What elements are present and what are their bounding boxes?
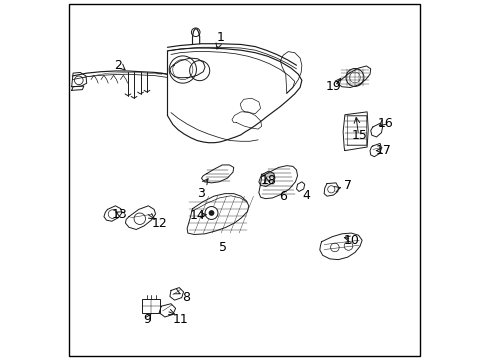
Circle shape [208,210,214,216]
Polygon shape [369,143,381,157]
Text: 12: 12 [151,217,167,230]
Text: 17: 17 [375,144,391,157]
Polygon shape [104,206,122,221]
Polygon shape [370,123,382,137]
Text: 7: 7 [343,179,351,192]
Text: 18: 18 [261,174,276,187]
Text: 19: 19 [325,80,341,93]
Polygon shape [296,182,304,192]
Polygon shape [159,304,175,317]
Text: 16: 16 [376,117,392,130]
Text: 3: 3 [197,187,204,200]
Polygon shape [319,233,362,260]
Text: 15: 15 [351,129,367,142]
Polygon shape [72,72,86,87]
Text: 6: 6 [279,190,286,203]
Text: 2: 2 [114,59,122,72]
Polygon shape [169,288,183,300]
Text: 10: 10 [344,234,359,247]
Polygon shape [258,171,274,186]
Polygon shape [72,86,83,90]
Circle shape [204,207,218,220]
Text: 4: 4 [302,189,309,202]
FancyBboxPatch shape [142,299,160,314]
Polygon shape [343,112,367,150]
Text: 1: 1 [216,31,224,45]
Polygon shape [258,166,297,199]
Text: 14: 14 [189,210,204,222]
Text: 11: 11 [172,312,188,326]
Text: 5: 5 [219,241,226,254]
Polygon shape [324,183,338,196]
Polygon shape [201,165,233,183]
Polygon shape [187,194,248,234]
Text: 13: 13 [112,208,127,221]
Text: 8: 8 [182,291,190,304]
Polygon shape [125,206,155,229]
Text: 9: 9 [142,313,151,327]
Polygon shape [337,66,370,87]
